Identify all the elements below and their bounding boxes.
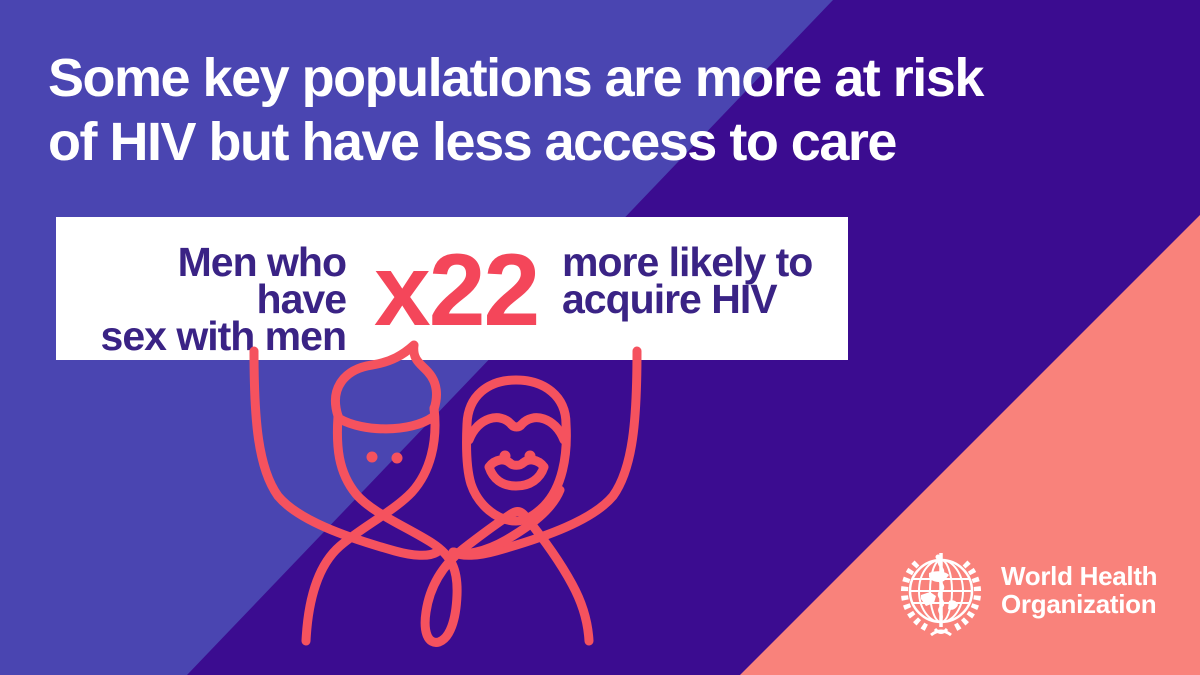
headline: Some key populations are more at risk of… xyxy=(48,46,984,174)
left-man-eye-left xyxy=(366,451,378,463)
continent-blob-1 xyxy=(921,592,936,606)
continent-blob-2 xyxy=(948,600,958,610)
left-man-leg-line xyxy=(301,403,440,646)
headline-line2: of HIV but have less access to care xyxy=(48,112,897,172)
right-man-moustache-mouth xyxy=(484,455,549,491)
who-emblem-icon xyxy=(901,553,981,637)
wreath-base-right xyxy=(933,627,949,634)
population-line2: sex with men xyxy=(100,313,347,359)
right-man-shoulder-line xyxy=(448,485,565,558)
right-man-eye-left xyxy=(499,450,511,462)
outcome-line1: more likely to xyxy=(562,239,813,285)
right-man-head-outline xyxy=(462,375,571,526)
right-man-hair-fringe xyxy=(464,413,569,445)
who-logo: World Health Organization xyxy=(891,549,1158,644)
population-label: Men who have sex with men xyxy=(90,239,347,359)
outcome-line2: acquire HIV xyxy=(562,276,778,322)
stat-card: Men who have sex with men x22 more likel… xyxy=(56,217,848,360)
left-man-hairline xyxy=(335,412,438,434)
left-man-eye-right xyxy=(391,452,403,464)
right-man-eye-right xyxy=(524,450,536,462)
right-man-arm-line xyxy=(449,346,642,560)
bg-coral-triangle xyxy=(740,215,1200,675)
serpent-head xyxy=(935,554,941,560)
serpent-coil xyxy=(937,558,945,620)
who-name-line2: Organization xyxy=(1001,589,1157,619)
wreath-right-branch xyxy=(951,560,981,633)
headline-line1: Some key populations are more at risk xyxy=(48,48,984,108)
who-name-line1: World Health xyxy=(1001,561,1158,591)
multiplier-value: x22 xyxy=(374,233,540,347)
left-man-arm-line xyxy=(249,346,442,560)
wreath-left-branch xyxy=(901,560,931,633)
outcome-label: more likely to acquire HIV xyxy=(562,239,813,322)
left-man-hair-quiff xyxy=(330,340,441,421)
left-man-body-loop-line xyxy=(332,411,594,647)
who-logo-text: World Health Organization xyxy=(1001,561,1158,619)
population-line1: Men who have xyxy=(177,239,347,322)
